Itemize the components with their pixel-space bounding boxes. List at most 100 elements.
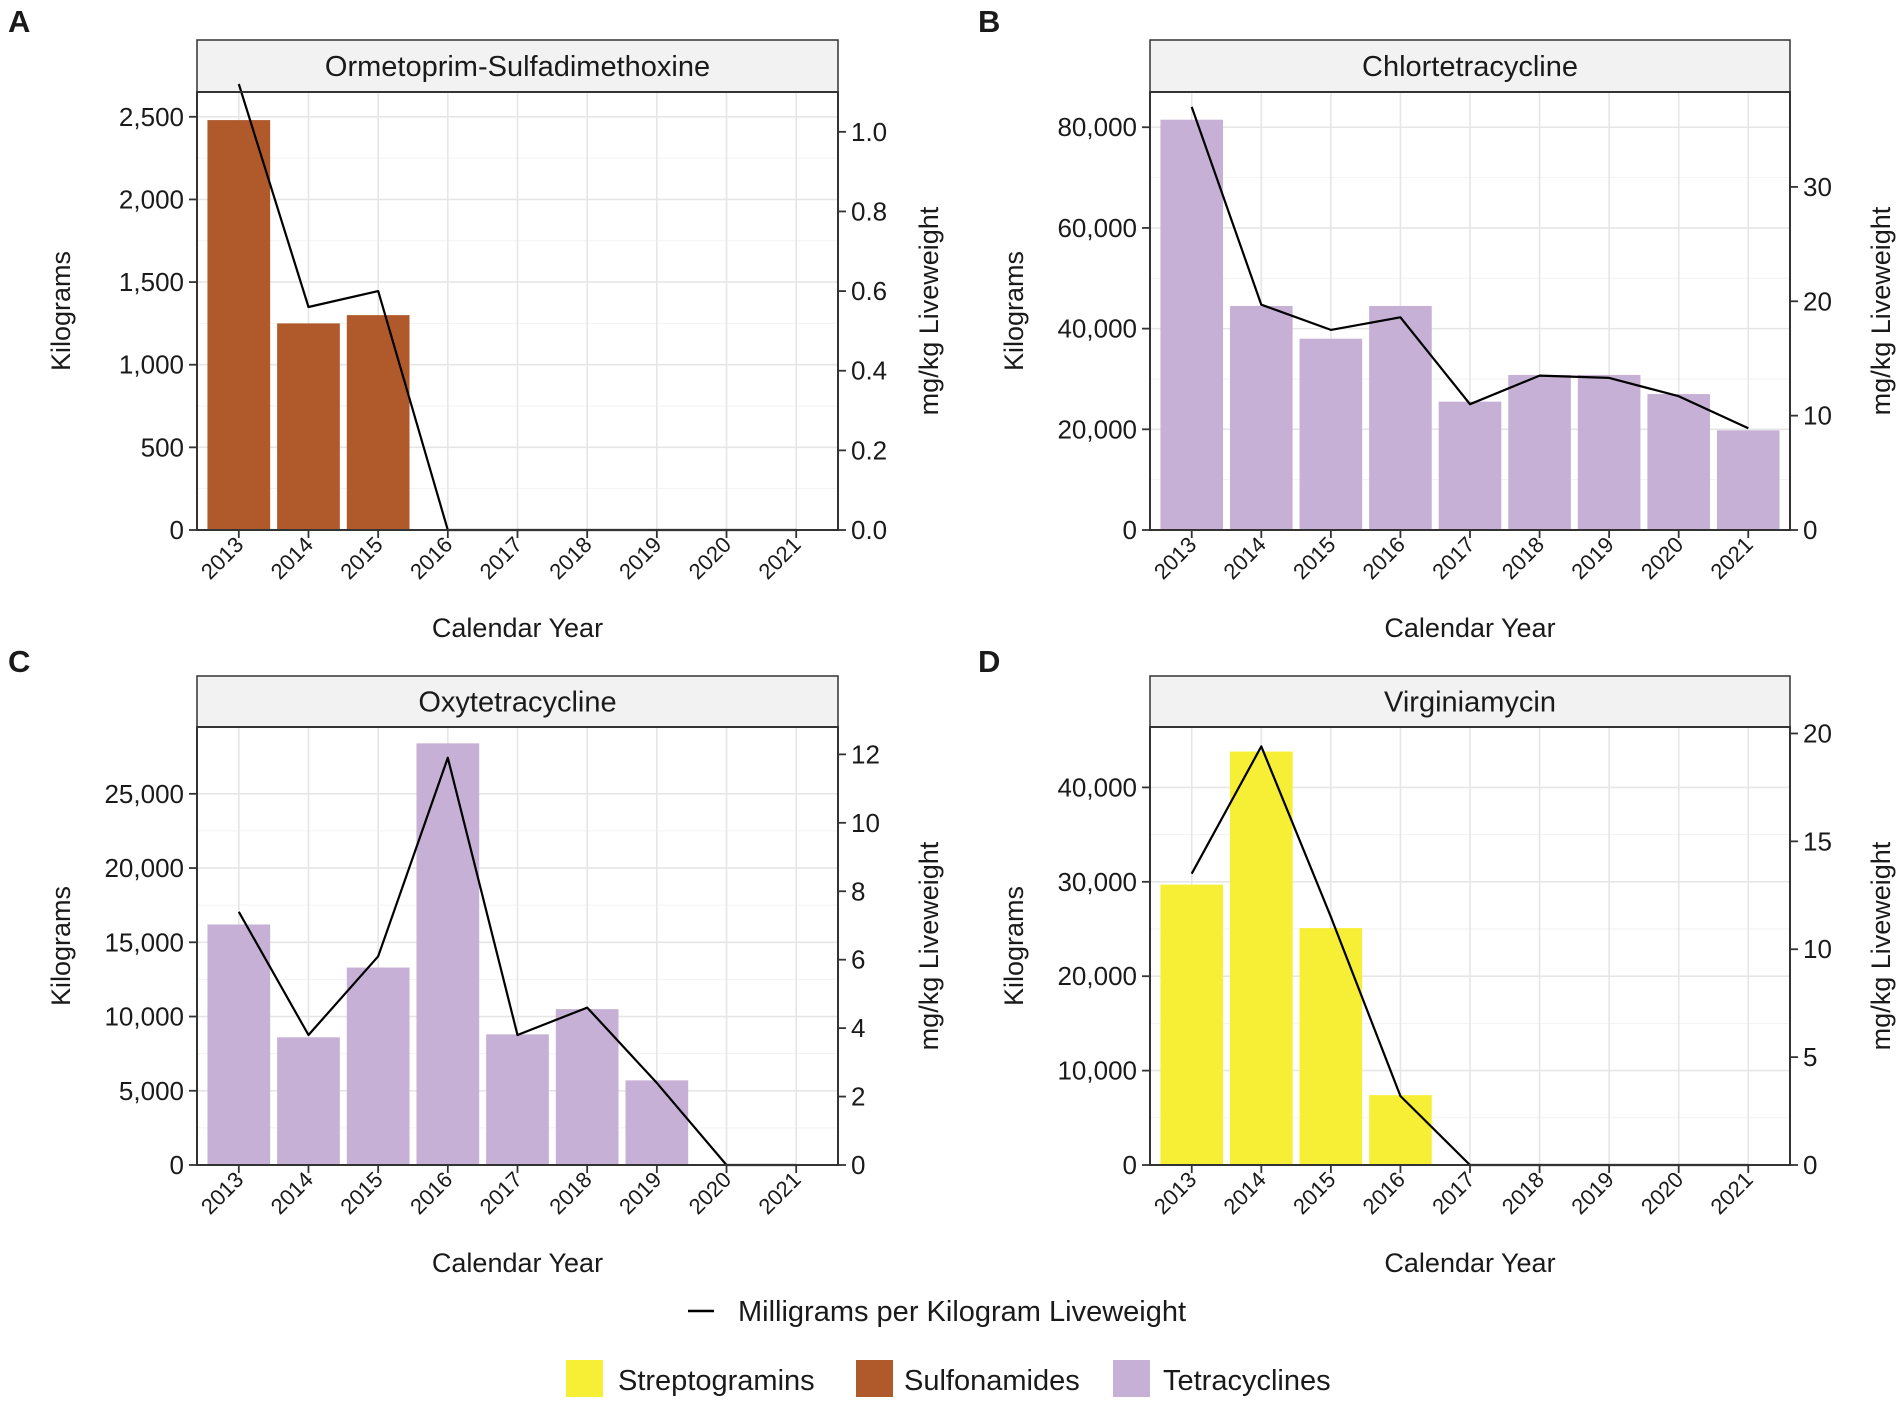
panel-a-ytick-label: 0: [170, 515, 184, 545]
panel-d-title: Virginiamycin: [1384, 687, 1556, 719]
panel-d-bar-2013: [1160, 884, 1224, 1165]
panel-a-xtick-label-2013: 2013: [196, 532, 248, 584]
panel-c-bar-2018: [555, 1009, 619, 1165]
panel-b-ylabel: Kilograms: [999, 251, 1029, 371]
panel-b-xtick-label-2021: 2021: [1706, 532, 1758, 584]
panel-d-y2tick-label: 15: [1803, 826, 1832, 856]
panel-c: C Oxytetracycline 0 5,000 10,000 15,000 20,000…: [8, 644, 944, 1278]
panel-a-ytick-label: 2,500: [119, 102, 184, 132]
panel-a-y2tick-label: 0.0: [851, 515, 887, 545]
panel-b-xtick-label-2018: 2018: [1497, 532, 1549, 584]
panel-b-xtick-label-2015: 2015: [1288, 532, 1340, 584]
panel-a-ytick-label: 1,000: [119, 350, 184, 380]
panel-d-y2tick-label: 20: [1803, 718, 1832, 748]
panel-c-y2tick-label: 4: [851, 1013, 865, 1043]
panel-d-ytick-label: 40,000: [1057, 772, 1137, 802]
panel-c-y2tick-label: 6: [851, 945, 865, 975]
panel-a-y2tick-label: 1.0: [851, 117, 887, 147]
panel-c-xtick-label-2013: 2013: [196, 1167, 248, 1219]
panel-a-y2tick-label: 0.8: [851, 196, 887, 226]
legend-label-sulfonamides: Sulfonamides: [904, 1365, 1080, 1397]
panel-b-ytick-label: 80,000: [1057, 112, 1137, 142]
panel-c-y2tick-label: 8: [851, 876, 865, 906]
panel-a-letter: A: [8, 4, 30, 39]
legend-label-streptogramins: Streptogramins: [618, 1365, 815, 1397]
panel-d-bar-2015: [1299, 928, 1363, 1165]
panel-d-xtick-label-2018: 2018: [1497, 1167, 1549, 1219]
panel-b-bar-2017: [1438, 401, 1502, 530]
panel-a-xtick-label-2019: 2019: [614, 532, 666, 584]
panel-c-y2label: mg/kg Liveweight: [914, 841, 944, 1050]
panel-c-xtick-label-2020: 2020: [684, 1167, 736, 1219]
panel-a-bar-2015: [346, 315, 410, 530]
panel-c-xtick-label-2016: 2016: [405, 1167, 457, 1219]
legend: Milligrams per Kilogram Liveweight Strep…: [566, 1296, 1331, 1397]
panel-a-y2tick-label: 0.4: [851, 356, 887, 386]
panel-d-xlabel: Calendar Year: [1384, 1248, 1555, 1278]
panel-c-bar-2014: [277, 1037, 340, 1165]
panel-a-y2tick-label: 0.2: [851, 435, 887, 465]
panel-b-y2tick-label: 20: [1803, 286, 1832, 316]
panel-c-bar-2016: [416, 743, 480, 1165]
legend-line-label: Milligrams per Kilogram Liveweight: [738, 1296, 1186, 1328]
panel-a: A Ormetoprim-Sulfadimethoxine 0 500 1,000 1,5…: [8, 4, 944, 643]
panel-b-xtick-label-2020: 2020: [1636, 532, 1688, 584]
panel-c-strip: [196, 675, 839, 728]
panel-b-mgkg-line: [1190, 106, 1749, 430]
panel-d-ytick-label: 10,000: [1057, 1056, 1137, 1086]
legend-label-tetracyclines: Tetracyclines: [1163, 1365, 1331, 1397]
panel-c-bar-2017: [486, 1034, 549, 1165]
panel-c-ylabel: Kilograms: [46, 886, 76, 1006]
panel-c-ytick-label: 25,000: [104, 779, 184, 809]
panels: AOrmetoprim-Sulfadimethoxine05001,0001,5…: [8, 4, 1896, 1278]
panel-a-title: Ormetoprim-Sulfadimethoxine: [325, 51, 710, 83]
panel-c-ytick-label: 5,000: [119, 1076, 184, 1106]
panel-a-xtick-label-2014: 2014: [266, 532, 318, 584]
panel-a-ylabel: Kilograms: [46, 251, 76, 371]
panel-d-y2tick-label: 5: [1803, 1042, 1817, 1072]
panel-c-xlabel: Calendar Year: [432, 1248, 603, 1278]
panel-b-xtick-label-2019: 2019: [1566, 532, 1618, 584]
panel-c-xtick-label-2015: 2015: [335, 1167, 387, 1219]
panel-b-xtick-label-2016: 2016: [1358, 532, 1410, 584]
panel-d-xtick-label-2017: 2017: [1427, 1167, 1479, 1219]
panel-c-ytick-label: 0: [170, 1150, 184, 1180]
panel-b-bar-2016: [1369, 305, 1432, 530]
panel-d-bar-2014: [1230, 751, 1293, 1165]
panel-b-ytick-label: 60,000: [1057, 213, 1137, 243]
panel-b-y2tick-label: 0: [1803, 515, 1817, 545]
panel-b-y2label: mg/kg Liveweight: [1866, 206, 1896, 415]
legend-swatch-streptogramins: [566, 1360, 603, 1397]
panel-a-ytick-label: 1,500: [119, 267, 184, 297]
panel-b-xtick-label-2017: 2017: [1427, 532, 1479, 584]
panel-d-bar-2016: [1369, 1095, 1432, 1165]
panel-a-y2label: mg/kg Liveweight: [914, 206, 944, 415]
panel-c-mgkg-line: [237, 756, 797, 1167]
panel-b-bar-2015: [1299, 338, 1363, 530]
panel-a-bar-2014: [277, 323, 340, 530]
panel-d: D Virginiamycin 0 10,000 20,000 30,000 40,000 0…: [978, 644, 1896, 1278]
panel-a-xtick-label-2016: 2016: [405, 532, 457, 584]
panel-c-title: Oxytetracycline: [418, 687, 616, 719]
legend-swatch-tetracyclines: [1113, 1360, 1150, 1397]
panel-c-xtick-label-2021: 2021: [753, 1167, 805, 1219]
panel-b-bar-2013: [1160, 119, 1224, 531]
panel-a-y2tick-label: 0.6: [851, 276, 887, 306]
panel-d-xtick-label-2021: 2021: [1706, 1167, 1758, 1219]
panel-d-xtick-label-2019: 2019: [1566, 1167, 1618, 1219]
panel-c-y2tick-label: 2: [851, 1082, 865, 1112]
panel-d-ytick-label: 20,000: [1057, 961, 1137, 991]
panel-c-xtick-label-2014: 2014: [266, 1167, 318, 1219]
panel-b: B Chlortetracycline 0 20,000 40,000 60,000 80,…: [978, 4, 1896, 643]
panel-a-ytick-label: 500: [141, 432, 184, 462]
panel-b-bar-2021: [1716, 430, 1780, 530]
panel-c-ytick-label: 15,000: [104, 927, 184, 957]
panel-b-ytick-label: 20,000: [1057, 414, 1137, 444]
panel-d-ylabel: Kilograms: [999, 886, 1029, 1006]
panel-a-bar-2013: [207, 120, 271, 530]
panel-b-letter: B: [978, 4, 1000, 39]
panel-c-bar-2019: [625, 1080, 689, 1165]
panel-b-bar-2020: [1647, 394, 1710, 530]
panel-d-xtick-label-2016: 2016: [1358, 1167, 1410, 1219]
